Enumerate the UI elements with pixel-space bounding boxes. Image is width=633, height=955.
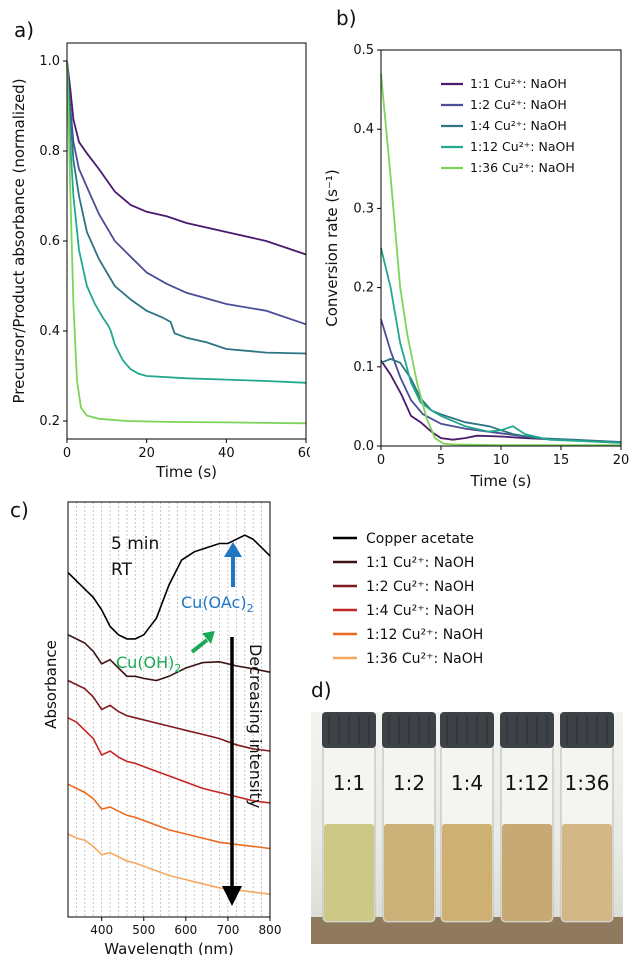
plot-frame [67, 501, 271, 918]
y-tick-label-b: 0.1 [353, 360, 374, 375]
x-tick-label-a: 20 [138, 446, 155, 461]
series-a-line-2 [66, 60, 307, 326]
y-tick-label-b: 0.2 [353, 281, 374, 296]
vial-label-1: 1:1 [333, 771, 365, 795]
panel-label-b: b) [336, 6, 357, 30]
vial-liquid [442, 824, 492, 921]
legend-c-label-6: 1:36 Cu²⁺: NaOH [366, 651, 483, 667]
acetate-label-main: Cu(OAc) [181, 593, 247, 612]
y-tick-label-a: 0.6 [39, 234, 60, 249]
x-tick-label-c: 600 [174, 923, 197, 937]
y-tick-label-b: 0.4 [353, 122, 374, 137]
y-axis-label-b: Conversion rate (s⁻¹) [323, 169, 341, 327]
x-tick-label-a: 60 [298, 446, 310, 461]
legend-b-label-1: 1:1 Cu²⁺: NaOH [470, 76, 567, 91]
vial-photo: 1:1 1:2 1:4 1:12 1:36 [311, 712, 623, 944]
x-axis-label-b: Time (s) [470, 472, 532, 490]
x-tick-label-b: 10 [493, 453, 510, 468]
y-axis-label-c: Absorbance [42, 640, 60, 729]
y-tick-label-b: 0.5 [353, 43, 374, 58]
series-a-line-3 [66, 60, 307, 355]
legend-b-label-3: 1:4 Cu²⁺: NaOH [470, 118, 567, 133]
hydroxide-arrow-shaft [190, 638, 209, 654]
series-c-line-2 [67, 634, 271, 682]
vial-liquid [384, 824, 434, 921]
series-a-line-5 [66, 60, 307, 425]
chart-b: 0 5 10 15 20 0.0 0.1 0.2 0.3 0.4 0.5 Time (s) Conver… [323, 43, 630, 490]
series-c-line-4 [67, 717, 271, 804]
hydroxide-label-sub: 2 [174, 662, 181, 675]
condition-time-label: 5 min [111, 534, 159, 554]
series-a-line-4 [66, 60, 307, 384]
x-tick-label-a: 0 [63, 446, 71, 461]
hydroxide-arrow-head [202, 631, 215, 644]
y-tick-label-a: 0.8 [39, 144, 60, 159]
acetate-arrow-head [224, 542, 242, 557]
series-b-line-5 [380, 73, 621, 447]
legend-b-label-2: 1:2 Cu²⁺: NaOH [470, 97, 567, 112]
x-tick-label-a: 40 [218, 446, 235, 461]
x-tick-label-b: 20 [613, 453, 630, 468]
vial-3: 1:4 [440, 712, 494, 923]
decreasing-arrow-head [222, 886, 242, 906]
x-tick-label-b: 5 [437, 453, 445, 468]
x-axis-label-c: Wavelength (nm) [104, 940, 234, 955]
series-c-line-1 [67, 534, 271, 640]
x-tick-label-c: 400 [90, 923, 113, 937]
hydroxide-label: Cu(OH)2 [116, 653, 181, 675]
legend-b-label-4: 1:12 Cu²⁺: NaOH [470, 139, 575, 154]
panel-label-c: c) [10, 498, 29, 522]
y-tick-label-a: 1.0 [39, 54, 60, 69]
x-tick-label-c: 800 [259, 923, 282, 937]
y-tick-label-a: 0.2 [39, 414, 60, 429]
x-tick-label-c: 500 [132, 923, 155, 937]
chart-c: 400 500 600 700 800 Wavelength (nm) Absorbance… [42, 501, 483, 955]
legend-c-label-5: 1:12 Cu²⁺: NaOH [366, 627, 483, 643]
series-b-line-3 [380, 357, 622, 443]
chart-a: 0 20 40 60 0.2 0.4 0.6 0.8 1.0 Time (s) Precursor/… [10, 42, 310, 480]
vial-1: 1:1 [322, 712, 376, 923]
x-tick-label-c: 700 [216, 923, 239, 937]
decreasing-intensity-label: Decreasing intensity [246, 644, 265, 808]
legend-c-label-1: Copper acetate [366, 531, 474, 547]
acetate-label-sub: 2 [247, 602, 254, 615]
series-c-line-5 [67, 783, 271, 850]
legend-b: 1:1 Cu²⁺: NaOH 1:2 Cu²⁺: NaOH 1:4 Cu²⁺: Na… [441, 76, 575, 175]
vial-label-2: 1:2 [393, 771, 425, 795]
y-tick-label-b: 0.0 [353, 439, 374, 454]
vial-2: 1:2 [382, 712, 436, 923]
hydroxide-label-main: Cu(OH) [116, 653, 174, 672]
panel-label-d: d) [311, 678, 332, 702]
legend-c: Copper acetate 1:1 Cu²⁺: NaOH 1:2 Cu²⁺: Na… [333, 531, 483, 667]
x-axis-label-a: Time (s) [155, 463, 217, 480]
y-tick-label-b: 0.3 [353, 201, 374, 216]
vial-liquid [502, 824, 552, 921]
x-tick-label-b: 15 [553, 453, 570, 468]
plot-frame [66, 42, 307, 440]
series-c-line-3 [67, 679, 271, 752]
condition-temp-label: RT [111, 560, 133, 580]
legend-c-label-4: 1:4 Cu²⁺: NaOH [366, 603, 474, 619]
vial-label-3: 1:4 [451, 771, 483, 795]
x-tick-label-b: 0 [377, 453, 385, 468]
panel-label-a: a) [14, 18, 35, 42]
y-axis-label-a: Precursor/Product absorbance (normalized… [10, 78, 28, 403]
series-b-line-4 [380, 247, 622, 444]
vial-4: 1:12 [500, 712, 554, 923]
y-tick-label-a: 0.4 [39, 324, 60, 339]
series-b-line-1 [380, 359, 622, 444]
vial-5: 1:36 [560, 712, 614, 923]
acetate-label: Cu(OAc)2 [181, 593, 254, 615]
legend-c-label-3: 1:2 Cu²⁺: NaOH [366, 579, 474, 595]
legend-c-label-2: 1:1 Cu²⁺: NaOH [366, 555, 474, 571]
legend-b-label-5: 1:36 Cu²⁺: NaOH [470, 160, 575, 175]
vial-liquid [562, 824, 612, 921]
vial-label-5: 1:36 [565, 771, 610, 795]
series-a-line-1 [66, 60, 307, 256]
vial-liquid [324, 824, 374, 921]
vial-label-4: 1:12 [505, 771, 550, 795]
